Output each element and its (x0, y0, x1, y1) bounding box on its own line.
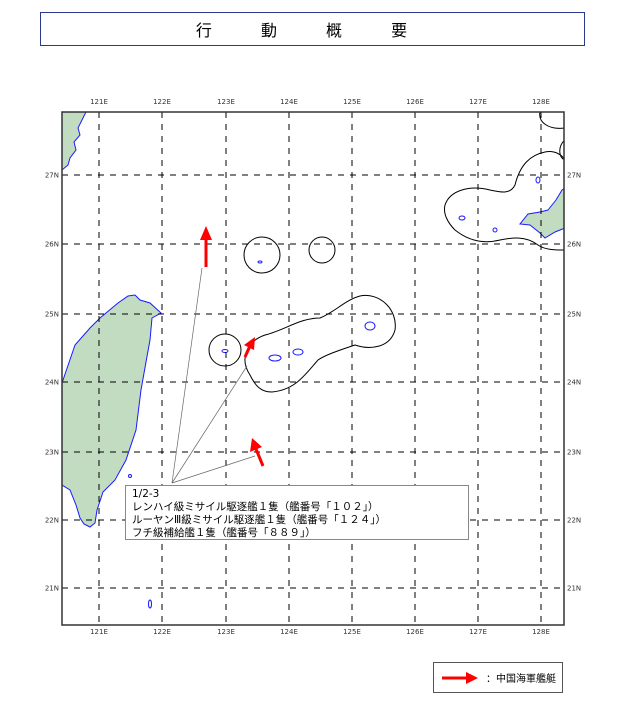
lat-label: 23N (567, 449, 581, 457)
legend-label: ：中国海軍艦艇 (486, 674, 556, 685)
senkaku-zone-2 (308, 236, 336, 264)
okinawa-zone (444, 151, 564, 251)
lon-label: 128E (532, 98, 550, 106)
lat-label: 23N (45, 449, 59, 457)
lat-label: 25N (567, 311, 581, 319)
lat-label: 21N (567, 585, 581, 593)
red-arrow-icon (442, 671, 478, 684)
lat-label: 24N (45, 379, 59, 387)
lon-label: 125E (343, 628, 361, 636)
ship-info-box: 1/2-3 レンハイ級ミサイル駆逐艦１隻（艦番号「１０２」） ルーヤンⅢ級ミサイ… (125, 485, 469, 540)
lat-label: 24N (567, 379, 581, 387)
ship-arrow-icon (250, 438, 265, 467)
lat-label: 22N (45, 517, 59, 525)
map-frame (61, 111, 565, 626)
yonaguni-zone (208, 333, 242, 367)
leader-lines (171, 267, 256, 484)
lon-label: 127E (469, 98, 487, 106)
senkaku-zone-1 (243, 236, 281, 274)
lon-label: 124E (280, 98, 298, 106)
lon-label: 128E (532, 628, 550, 636)
okinawa-island (519, 188, 564, 239)
lon-label: 126E (406, 628, 424, 636)
page-title: 行 動 概 要 (40, 12, 585, 46)
china-coast (62, 112, 87, 171)
info-line: ルーヤンⅢ級ミサイル駆逐艦１隻（艦番号「１２４」） (132, 514, 386, 526)
info-line: レンハイ級ミサイル駆逐艦１隻（艦番号「１０２」） (132, 501, 379, 513)
ship-arrow-icon (243, 337, 255, 358)
lat-label: 22N (567, 517, 581, 525)
ship-arrow-icon (200, 226, 212, 267)
lon-label: 121E (90, 628, 108, 636)
lon-label: 123E (217, 98, 235, 106)
lat-label: 26N (45, 241, 59, 249)
lon-label: 122E (153, 98, 171, 106)
lat-label: 27N (45, 172, 59, 180)
lat-label: 21N (45, 585, 59, 593)
sakishima-zone (244, 294, 396, 393)
lat-label: 25N (45, 311, 59, 319)
lon-label: 121E (90, 98, 108, 106)
taiwan-island (62, 294, 162, 528)
lon-label: 125E (343, 98, 361, 106)
lat-label: 27N (567, 172, 581, 180)
info-line: フチ級補給艦１隻（艦番号「８８９」） (132, 527, 316, 539)
lon-label: 124E (280, 628, 298, 636)
lon-label: 123E (217, 628, 235, 636)
lon-label: 122E (153, 628, 171, 636)
lon-label: 126E (406, 98, 424, 106)
lat-label: 26N (567, 241, 581, 249)
lon-label: 127E (469, 628, 487, 636)
info-date: 1/2-3 (132, 488, 160, 500)
legend: ：中国海軍艦艇 (433, 662, 563, 693)
